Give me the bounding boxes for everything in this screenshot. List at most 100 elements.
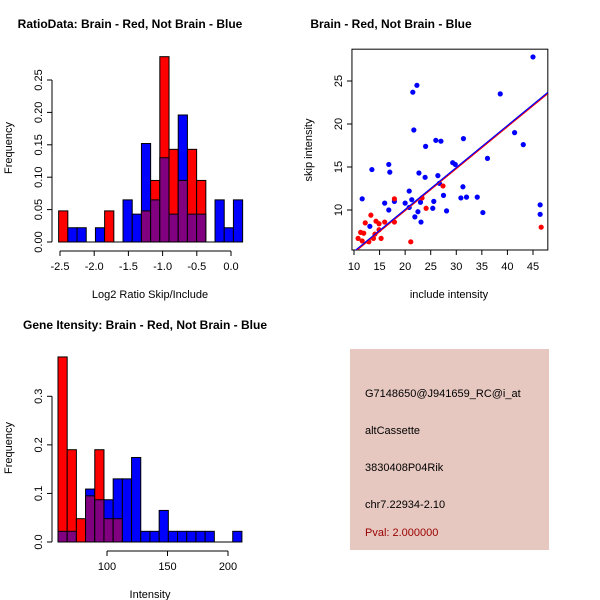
point-not-brain bbox=[411, 127, 417, 133]
point-brain bbox=[376, 221, 382, 227]
fit-line-not-brain bbox=[354, 91, 548, 250]
bar-overlap bbox=[57, 530, 68, 543]
x-tick-label: -2.5 bbox=[51, 261, 70, 273]
point-brain bbox=[408, 239, 414, 245]
bar-not-brain bbox=[158, 509, 169, 543]
intensity-histogram: 100 150 200 0.0 0.1 0.2 0.3 bbox=[33, 356, 243, 573]
point-not-brain bbox=[387, 169, 393, 175]
bar-overlap bbox=[103, 518, 114, 543]
x-tick-label: 35 bbox=[476, 261, 488, 273]
point-not-brain bbox=[452, 161, 458, 168]
point-not-brain bbox=[402, 200, 408, 206]
point-not-brain bbox=[480, 209, 486, 216]
point-not-brain bbox=[367, 223, 373, 229]
point-not-brain bbox=[458, 195, 464, 201]
point-not-brain bbox=[520, 142, 526, 148]
bar-not-brain bbox=[232, 199, 244, 243]
point-not-brain bbox=[537, 202, 543, 208]
bar-not-brain bbox=[232, 530, 243, 543]
point-brain bbox=[361, 230, 367, 236]
bar-overlap bbox=[186, 213, 198, 243]
point-brain bbox=[359, 238, 365, 244]
bar-brain bbox=[104, 210, 115, 243]
y-tick-label: 20 bbox=[333, 118, 345, 130]
bar-not-brain bbox=[149, 530, 160, 543]
scatter-title: Brain - Red, Not Brain - Blue bbox=[310, 17, 472, 31]
y-tick-label: 0.15 bbox=[33, 134, 45, 155]
bar-not-brain bbox=[140, 530, 151, 543]
point-not-brain bbox=[433, 137, 439, 143]
bar-not-brain bbox=[214, 199, 225, 243]
point-not-brain bbox=[463, 194, 470, 200]
bar-not-brain bbox=[131, 456, 142, 543]
bar-overlap bbox=[150, 199, 161, 243]
point-not-brain bbox=[382, 200, 388, 206]
fit-lines bbox=[354, 91, 548, 250]
point-not-brain bbox=[417, 199, 424, 205]
point-not-brain bbox=[440, 192, 447, 198]
x-tick-label: 20 bbox=[399, 261, 411, 273]
point-brain bbox=[378, 235, 384, 241]
point-not-brain bbox=[386, 161, 392, 168]
ratio-hist-title: RatioData: Brain - Red, Not Brain - Blue bbox=[18, 17, 243, 31]
scatter-xlabel: include intensity bbox=[410, 289, 489, 301]
bar-not-brain bbox=[167, 530, 179, 543]
scatter-ylabel: skip intensity bbox=[303, 118, 315, 181]
point-not-brain bbox=[537, 211, 543, 217]
x-tick-label: -0.5 bbox=[187, 261, 206, 273]
bar-not-brain bbox=[223, 227, 234, 243]
point-not-brain bbox=[460, 136, 467, 142]
bar-brain bbox=[75, 518, 87, 543]
y-tick-label: 15 bbox=[333, 161, 345, 173]
point-not-brain bbox=[474, 194, 480, 200]
bar-not-brain bbox=[76, 227, 87, 243]
bar-not-brain bbox=[121, 478, 133, 543]
info-pval: Pval: 2.000000 bbox=[365, 527, 438, 539]
y-tick-label: 0.00 bbox=[33, 231, 45, 252]
point-not-brain bbox=[484, 155, 491, 161]
point-not-brain bbox=[416, 170, 422, 176]
scatter-plot: 10 15 20 25 30 35 40 45 10 15 20 25 bbox=[333, 48, 549, 273]
bar-not-brain bbox=[67, 227, 78, 243]
y-tick-label: 10 bbox=[333, 204, 345, 216]
point-not-brain bbox=[409, 197, 415, 203]
point-brain bbox=[362, 220, 368, 226]
x-tick-label: -1.0 bbox=[153, 261, 172, 273]
y-tick-label: 0.0 bbox=[33, 534, 45, 549]
x-tick-label: 25 bbox=[425, 261, 437, 273]
x-tick-label: 10 bbox=[348, 261, 360, 273]
x-tick-label: 100 bbox=[98, 561, 116, 573]
point-brain bbox=[440, 183, 446, 189]
bar-not-brain bbox=[94, 227, 106, 243]
point-not-brain bbox=[511, 130, 518, 136]
x-tick-label: 15 bbox=[373, 261, 385, 273]
point-brain bbox=[391, 196, 398, 202]
y-tick-label: 0.1 bbox=[33, 486, 45, 501]
bar-not-brain bbox=[195, 530, 206, 543]
intensity-hist-xlabel: Intensity bbox=[130, 589, 171, 600]
y-tick-label: 25 bbox=[333, 75, 345, 87]
bar-overlap bbox=[168, 213, 179, 243]
y-tick-label: 0.20 bbox=[33, 102, 45, 123]
x-tick-label: -2.0 bbox=[85, 261, 104, 273]
bar-overlap bbox=[112, 518, 123, 543]
point-not-brain bbox=[415, 209, 421, 215]
point-not-brain bbox=[418, 219, 424, 225]
bar-overlap bbox=[196, 213, 207, 243]
bar-overlap bbox=[159, 157, 170, 243]
y-tick-label: 0.05 bbox=[33, 199, 45, 220]
intensity-hist-title: Gene Itensity: Brain - Red, Not Brain - … bbox=[23, 318, 267, 332]
point-not-brain bbox=[369, 166, 375, 173]
point-not-brain bbox=[497, 91, 503, 97]
point-not-brain bbox=[460, 184, 466, 190]
point-brain bbox=[538, 224, 544, 230]
bar-overlap bbox=[85, 495, 96, 543]
info-panel bbox=[350, 349, 549, 550]
point-not-brain bbox=[386, 207, 392, 213]
bar-not-brain bbox=[177, 530, 188, 543]
point-not-brain bbox=[406, 188, 412, 194]
point-not-brain bbox=[410, 89, 416, 95]
bar-brain bbox=[58, 210, 69, 243]
bar-overlap bbox=[177, 179, 188, 243]
